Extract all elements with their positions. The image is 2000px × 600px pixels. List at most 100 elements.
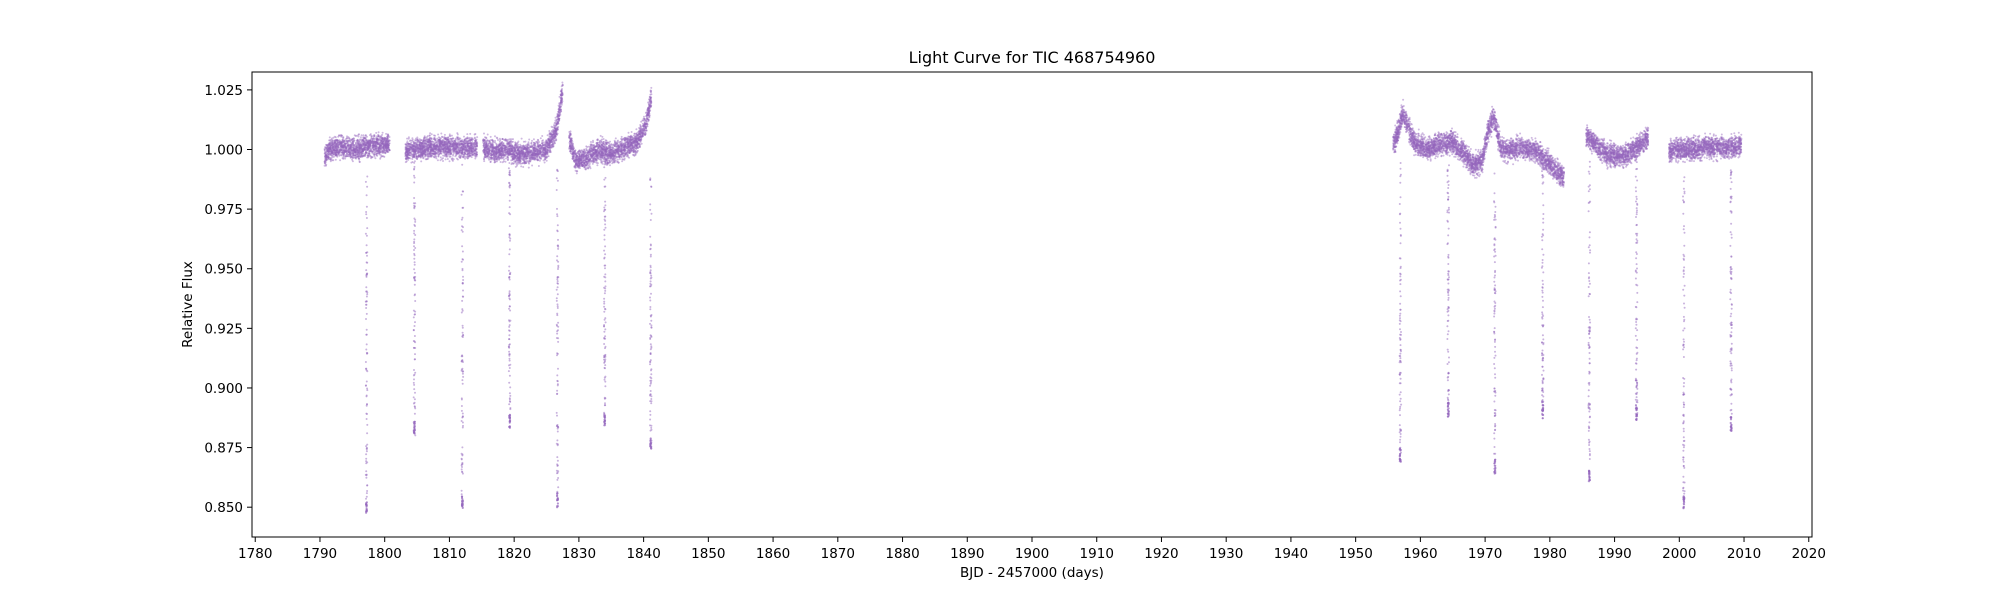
flux-point [560, 108, 562, 111]
flux-point [474, 157, 477, 160]
flux-point [387, 144, 390, 147]
flux-point [340, 153, 342, 156]
flux-point [387, 146, 390, 149]
flux-point [459, 156, 462, 159]
flux-point [494, 141, 497, 144]
flux-point [439, 159, 442, 162]
flux-point [482, 141, 485, 144]
flux-point [475, 138, 478, 141]
flux-point [508, 141, 510, 144]
flux-point [367, 156, 370, 159]
flux-point [326, 147, 329, 150]
flux-point [332, 139, 335, 142]
flux-point [323, 160, 326, 162]
flux-point [487, 148, 490, 150]
flux-point [414, 151, 416, 154]
data-points [323, 81, 1743, 514]
flux-point [538, 152, 541, 155]
flux-point [323, 149, 326, 151]
flux-point [362, 154, 365, 157]
flux-point [552, 137, 555, 140]
flux-point [377, 135, 380, 138]
flux-point [544, 152, 547, 155]
flux-point [496, 155, 499, 158]
flux-point [494, 135, 496, 138]
flux-point [526, 152, 529, 155]
flux-point [368, 141, 371, 144]
flux-point [534, 157, 537, 160]
flux-point [385, 132, 388, 135]
flux-point [466, 157, 469, 160]
flux-point [424, 158, 427, 161]
flux-point [415, 139, 417, 142]
flux-point [366, 156, 369, 159]
flux-point [386, 144, 389, 147]
flux-point [356, 139, 359, 141]
flux-point [547, 138, 550, 140]
flux-point [326, 149, 329, 152]
flux-point [497, 148, 500, 151]
flux-point [367, 155, 370, 158]
flux-point [424, 154, 427, 157]
flux-point [560, 105, 562, 108]
flux-point [466, 137, 469, 140]
flux-point [369, 145, 372, 148]
flux-point [558, 106, 561, 108]
flux-point [324, 159, 327, 162]
flux-point [366, 139, 368, 142]
flux-point [537, 152, 540, 155]
flux-point [543, 161, 546, 164]
flux-point [329, 160, 332, 163]
flux-point [456, 143, 459, 146]
flux-point [370, 150, 373, 153]
flux-point [378, 149, 381, 152]
flux-point [349, 144, 352, 147]
flux-point [422, 157, 425, 160]
flux-point [483, 141, 486, 144]
flux-point [496, 157, 499, 160]
flux-point [461, 147, 464, 150]
flux-point [533, 141, 535, 144]
flux-point [443, 137, 445, 140]
flux-point [360, 144, 363, 147]
flux-point [455, 150, 458, 153]
flux-point [376, 141, 379, 144]
flux-point [490, 152, 493, 155]
flux-point [405, 142, 408, 144]
flux-point [370, 140, 373, 143]
flux-point [543, 148, 546, 151]
flux-point [338, 141, 341, 144]
flux-point [501, 138, 504, 140]
flux-point [385, 141, 388, 143]
flux-point [561, 84, 564, 87]
flux-point [541, 154, 544, 157]
flux-point [325, 159, 328, 162]
flux-point [545, 156, 548, 159]
flux-point [374, 157, 377, 160]
flux-point [340, 142, 343, 145]
flux-point [369, 139, 372, 142]
flux-point [374, 146, 377, 149]
flux-point [442, 148, 445, 151]
flux-point [516, 155, 519, 158]
flux-point [353, 146, 356, 148]
flux-point [352, 156, 355, 159]
flux-point [369, 134, 371, 137]
flux-point [435, 146, 438, 149]
flux-point [482, 144, 485, 147]
flux-point [428, 134, 431, 137]
flux-point [446, 137, 448, 140]
flux-point [348, 153, 351, 156]
flux-point [539, 144, 542, 147]
flux-point [504, 160, 507, 163]
flux-point [342, 152, 345, 155]
flux-point [343, 139, 346, 142]
flux-point [365, 135, 368, 138]
flux-point [352, 143, 354, 145]
flux-point [450, 153, 453, 156]
flux-point [357, 150, 360, 153]
flux-point [453, 146, 455, 149]
flux-point [520, 137, 523, 140]
flux-point [341, 151, 344, 154]
